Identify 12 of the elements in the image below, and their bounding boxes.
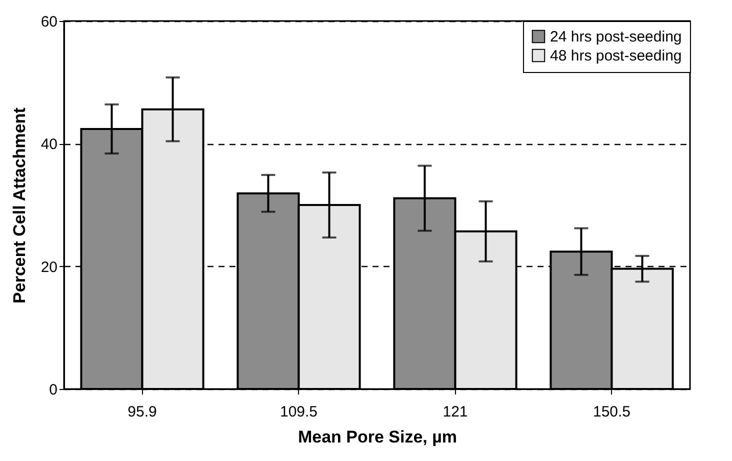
x-tick-label: 109.5 bbox=[280, 404, 318, 420]
y-tick-label: 40 bbox=[40, 136, 58, 154]
x-tick-label: 121 bbox=[442, 404, 468, 420]
x-tick-label: 150.5 bbox=[592, 404, 631, 420]
y-tick-label: 20 bbox=[40, 258, 58, 276]
x-tick-label: 95.9 bbox=[128, 404, 157, 420]
legend-label: 24 hrs post-seeding bbox=[550, 28, 682, 46]
y-axis-title: Percent Cell Attachment bbox=[10, 107, 29, 304]
x-axis-title: Mean Pore Size, µm bbox=[298, 428, 458, 446]
y-tick-label: 0 bbox=[49, 382, 58, 398]
y-tick-label: 60 bbox=[40, 14, 58, 30]
legend-label: 48 hrs post-seeding bbox=[550, 48, 682, 64]
